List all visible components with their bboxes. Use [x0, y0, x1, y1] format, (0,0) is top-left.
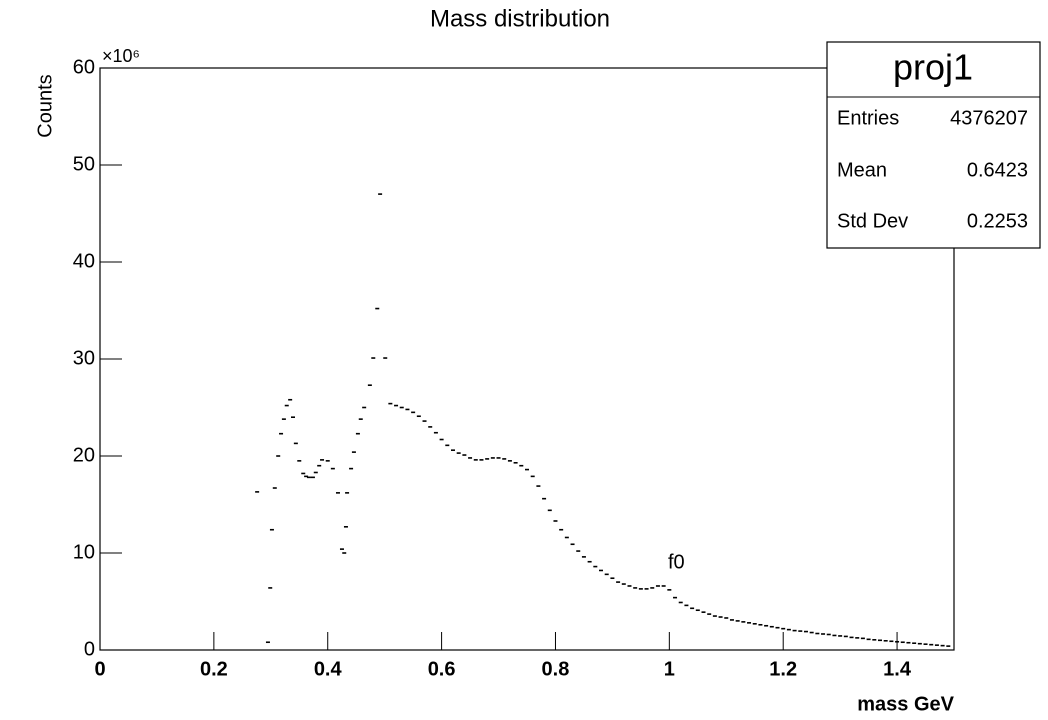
x-tick-label: 1: [664, 658, 675, 680]
stats-frame: [826, 41, 1041, 249]
x-tick-label: 0.6: [428, 658, 456, 680]
y-tick-label: 10: [73, 541, 95, 563]
stats-title: proj1: [893, 47, 973, 88]
y-tick-label: 0: [84, 638, 95, 660]
stats-value: 0.2253: [967, 210, 1028, 232]
y-tick-label: 40: [73, 250, 95, 272]
x-tick-label: 1.2: [769, 658, 797, 680]
stats-key: Mean: [837, 159, 887, 181]
chart-title: Mass distribution: [430, 5, 610, 32]
y-tick-label: 50: [73, 153, 95, 175]
stats-value: 0.6423: [967, 159, 1028, 181]
x-axis-label: mass GeV: [857, 693, 954, 715]
x-tick-label: 0: [94, 658, 105, 680]
y-tick-label: 20: [73, 444, 95, 466]
x-tick-label: 0.2: [200, 658, 228, 680]
y-axis-label: Counts: [34, 74, 56, 137]
x-tick-label: 0.4: [314, 658, 343, 680]
y-tick-label: 30: [73, 347, 95, 369]
stats-key: Std Dev: [837, 210, 908, 232]
y-tick-label: 60: [73, 56, 95, 78]
stats-box: proj1 Entries 4376207 Mean 0.6423 Std De…: [826, 41, 1041, 249]
stats-key: Entries: [837, 107, 899, 129]
stats-value: 4376207: [950, 107, 1028, 129]
annotation: f0: [668, 551, 685, 573]
y-multiplier: ×10⁶: [102, 46, 140, 66]
x-tick-label: 0.8: [542, 658, 570, 680]
data-points: [255, 193, 951, 647]
x-tick-label: 1.4: [883, 658, 912, 680]
plot-frame: [99, 67, 955, 651]
